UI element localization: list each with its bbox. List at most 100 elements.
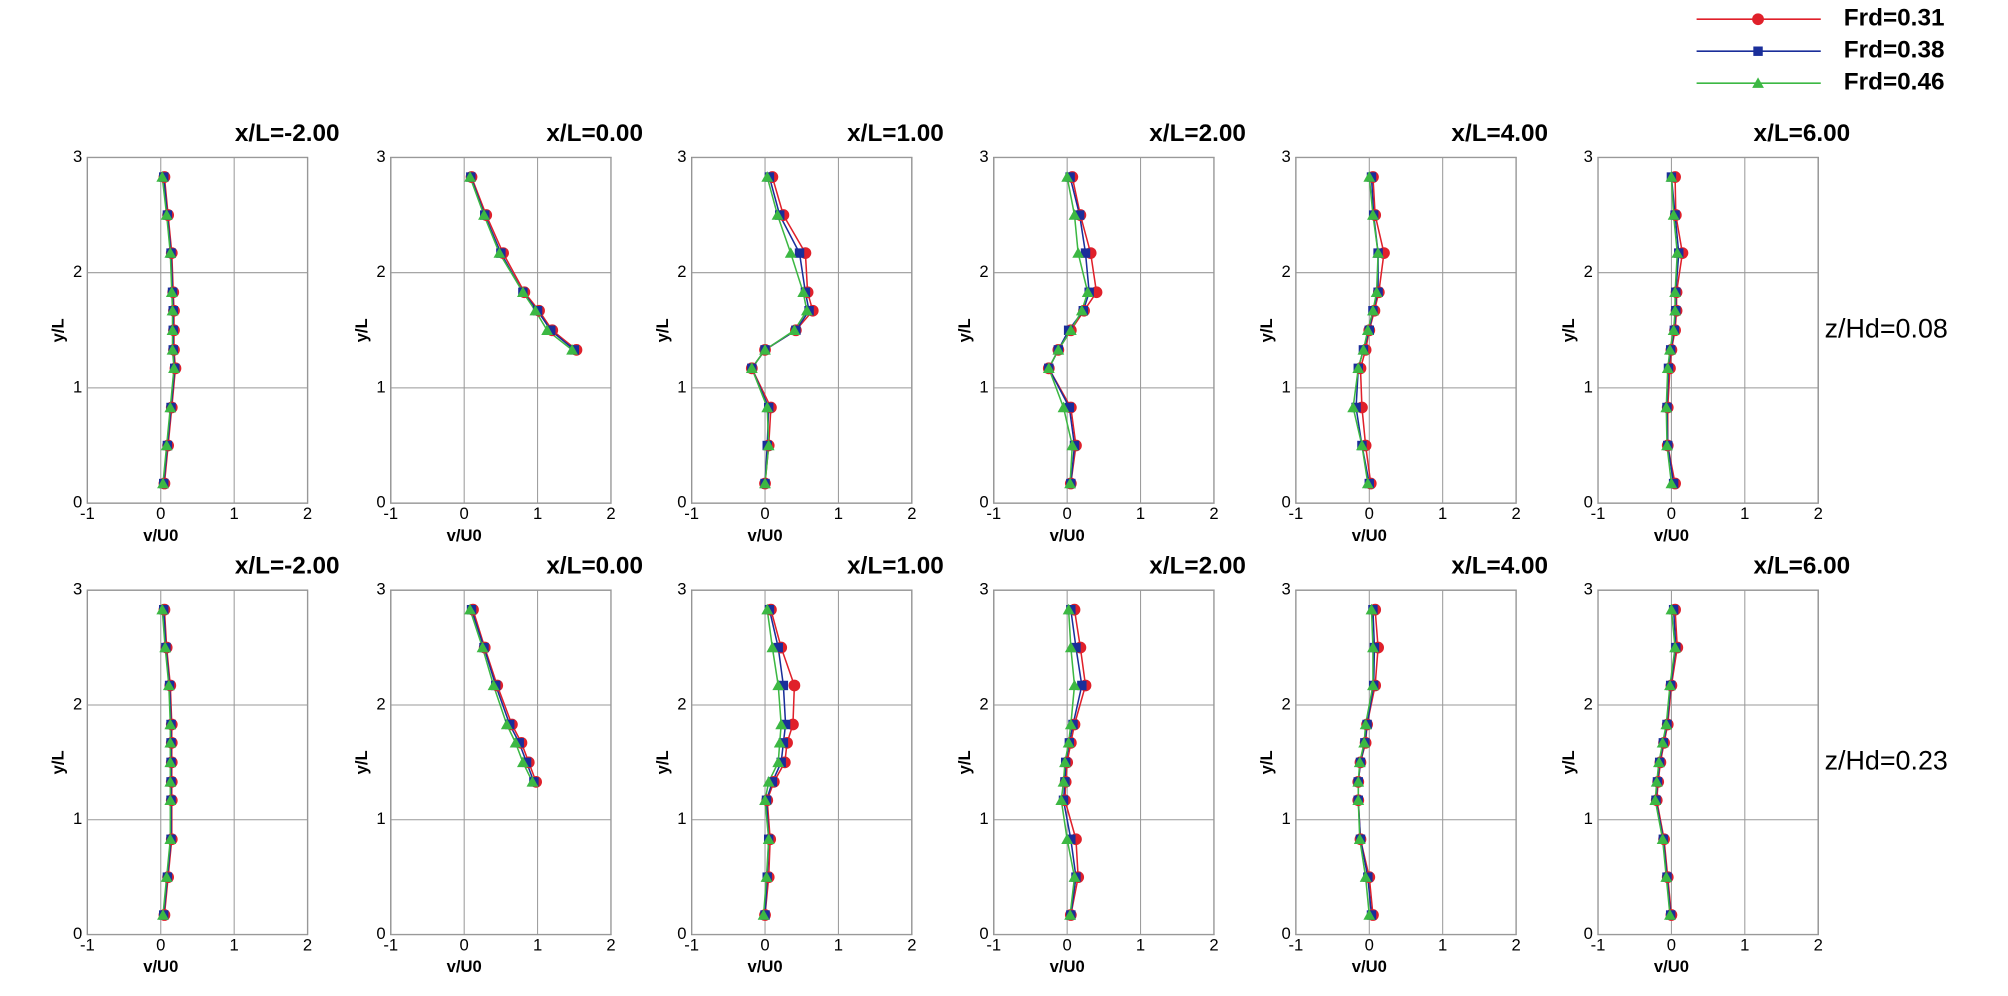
panel-title: x/L=4.00: [1451, 553, 1548, 580]
x-axis-label: v/U0: [1654, 957, 1689, 976]
y-tick-label: 0: [677, 493, 686, 512]
marker: [797, 286, 810, 297]
x-tick-label: 1: [1438, 504, 1447, 523]
marker: [1061, 171, 1074, 182]
marker: [478, 209, 490, 220]
marker: [1665, 603, 1678, 615]
marker: [464, 171, 476, 182]
x-tick-label: 1: [1740, 504, 1749, 523]
x-tick-label: 0: [1063, 504, 1072, 523]
panel-title: x/L=-2.00: [235, 553, 340, 580]
marker: [1372, 247, 1384, 258]
y-tick-label: 1: [979, 377, 988, 396]
marker: [1665, 171, 1678, 182]
panel-title: x/L=0.00: [546, 553, 643, 580]
profile-line: [472, 609, 537, 783]
plot-area: [390, 156, 612, 504]
x-tick-label: 0: [156, 504, 165, 523]
y-tick-label: 1: [1282, 377, 1291, 396]
marker: [1066, 834, 1076, 844]
y-tick-label: 0: [1584, 493, 1593, 512]
y-axis-label: y/L: [1257, 318, 1276, 342]
x-tick-label: 2: [1209, 504, 1218, 523]
x-axis-label: v/U0: [1050, 957, 1085, 976]
marker: [164, 775, 177, 787]
y-tick-label: 0: [1584, 924, 1593, 943]
marker: [157, 477, 169, 489]
y-tick-label: 0: [979, 924, 988, 943]
x-tick-label: 0: [1365, 504, 1374, 523]
marker: [1062, 603, 1075, 615]
x-tick-label: 1: [834, 935, 843, 954]
x-axis-label: v/U0: [143, 957, 178, 976]
marker: [784, 247, 797, 258]
marker: [1665, 477, 1678, 489]
legend-label: Frd=0.38: [1844, 37, 1945, 64]
marker: [1059, 756, 1071, 768]
marker: [1071, 642, 1081, 653]
marker: [1357, 343, 1370, 355]
marker: [1075, 304, 1088, 316]
marker: [509, 736, 522, 748]
profile-line: [470, 176, 577, 351]
marker: [1650, 775, 1663, 787]
marker: [772, 756, 785, 768]
marker: [1057, 775, 1070, 787]
x-tick-label: -1: [986, 504, 1001, 523]
marker: [168, 362, 180, 374]
marker: [165, 286, 178, 297]
plot-area: [690, 589, 913, 936]
plot-area: [86, 589, 309, 936]
marker: [159, 641, 172, 653]
y-axis-label: y/L: [1559, 750, 1578, 774]
x-tick-label: -1: [80, 935, 95, 954]
y-tick-label: 3: [1584, 580, 1593, 599]
marker: [1367, 209, 1379, 220]
marker: [1352, 794, 1365, 805]
marker: [1752, 13, 1764, 26]
marker: [1660, 718, 1673, 730]
marker: [1361, 324, 1374, 336]
plot-area: [1597, 156, 1819, 504]
x-tick-label: 0: [460, 935, 469, 954]
y-tick-label: 1: [1584, 377, 1593, 396]
marker: [1664, 909, 1676, 920]
y-tick-label: 2: [979, 262, 988, 281]
marker: [775, 718, 788, 730]
marker: [1367, 679, 1379, 691]
marker: [1367, 641, 1379, 653]
x-tick-label: 0: [156, 935, 165, 954]
y-axis-label: y/L: [352, 318, 371, 342]
marker: [1653, 756, 1665, 768]
y-tick-label: 0: [1282, 924, 1291, 943]
x-tick-label: 1: [1438, 935, 1447, 954]
y-tick-label: 1: [1282, 809, 1291, 828]
marker: [1358, 736, 1371, 748]
x-tick-label: -1: [684, 935, 699, 954]
plot-area: [1295, 589, 1517, 936]
marker: [1365, 603, 1378, 615]
x-tick-label: 2: [1814, 504, 1823, 523]
y-tick-label: 3: [1282, 147, 1291, 166]
marker: [1367, 304, 1379, 316]
marker: [1064, 402, 1075, 413]
marker: [1656, 736, 1669, 748]
marker: [761, 171, 774, 182]
marker: [1359, 871, 1372, 882]
marker: [1753, 46, 1763, 56]
x-tick-label: 0: [1063, 935, 1072, 954]
marker: [759, 343, 771, 355]
x-tick-label: 0: [460, 504, 469, 523]
marker: [1669, 304, 1681, 316]
marker: [164, 401, 177, 413]
x-axis-label: v/U0: [143, 526, 178, 545]
y-axis-label: y/L: [653, 318, 672, 342]
x-axis-label: v/U0: [747, 957, 782, 976]
marker: [166, 343, 179, 355]
y-tick-label: 0: [73, 924, 82, 943]
profile-line: [750, 176, 814, 484]
marker: [1664, 343, 1676, 355]
marker: [1370, 286, 1383, 297]
